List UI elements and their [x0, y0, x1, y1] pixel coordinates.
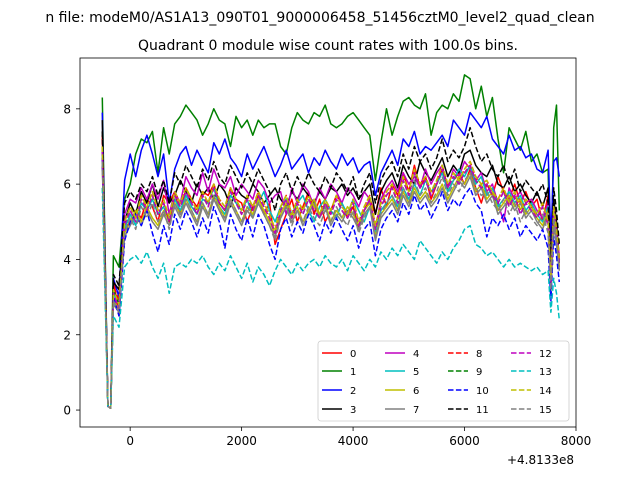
legend-label-13: 13 [539, 367, 552, 378]
legend-label-9: 9 [476, 367, 482, 378]
series-line-2 [101, 111, 561, 409]
legend-label-8: 8 [476, 349, 482, 360]
series-line-10 [101, 157, 561, 409]
legend-label-4: 4 [413, 349, 419, 360]
legend-label-7: 7 [413, 405, 419, 416]
legend-label-1: 1 [350, 367, 356, 378]
chart-title: Quadrant 0 module wise count rates with … [138, 38, 518, 54]
legend-label-6: 6 [413, 386, 419, 397]
x-tick-label: 8000 [561, 434, 592, 448]
series-line-14 [101, 146, 561, 409]
legend-box [317, 340, 570, 422]
legend-label-11: 11 [476, 405, 489, 416]
y-tick-label: 4 [63, 253, 71, 267]
legend-label-10: 10 [476, 386, 489, 397]
y-tick-label: 0 [63, 404, 71, 418]
figure-suptitle: n file: modeM0/AS1A13_090T01_9000006458_… [45, 10, 594, 26]
x-offset-label: +4.8133e8 [507, 453, 574, 467]
x-tick-label: 6000 [449, 434, 480, 448]
legend-label-2: 2 [350, 386, 356, 397]
x-tick-label: 0 [126, 434, 134, 448]
legend-label-12: 12 [539, 349, 552, 360]
y-tick-label: 6 [63, 178, 71, 192]
y-tick-label: 2 [63, 328, 71, 342]
series-line-11 [101, 126, 561, 409]
y-tick-label: 8 [63, 102, 71, 116]
legend-label-5: 5 [413, 367, 419, 378]
axes: 0 2000 4000 6000 8000 0 2 4 6 8 [63, 57, 592, 448]
series-line-7 [101, 165, 561, 409]
legend-label-14: 14 [539, 386, 552, 397]
x-tick-label: 2000 [226, 434, 257, 448]
legend-label-15: 15 [539, 405, 552, 416]
series-line-1 [101, 74, 561, 409]
series-lines [101, 74, 561, 409]
series-line-13 [101, 187, 561, 409]
plot-frame [79, 57, 577, 428]
legend-label-3: 3 [350, 405, 356, 416]
legend-label-0: 0 [350, 349, 356, 360]
x-tick-label: 4000 [338, 434, 369, 448]
series-line-15 [101, 161, 561, 409]
series-line-12 [101, 150, 561, 409]
